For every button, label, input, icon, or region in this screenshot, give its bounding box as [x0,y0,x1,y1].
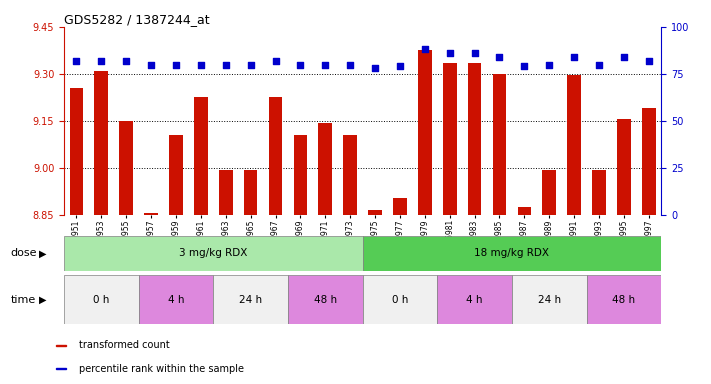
Point [543,61,555,68]
Point [95,58,107,64]
Bar [213,275,288,324]
Bar [437,275,512,324]
Bar [119,121,133,215]
Bar [587,275,661,324]
Point [593,61,604,68]
Point [394,63,405,70]
Point [319,61,331,68]
Bar [642,108,656,215]
Text: time: time [11,295,36,305]
Bar [468,63,481,215]
Text: 48 h: 48 h [314,295,337,305]
Text: GDS5282 / 1387244_at: GDS5282 / 1387244_at [64,13,210,26]
Point [493,54,505,60]
Bar [144,214,158,215]
Text: 4 h: 4 h [466,295,483,305]
Point [618,54,630,60]
Text: 18 mg/kg RDX: 18 mg/kg RDX [474,248,550,258]
Point [518,63,530,70]
Bar [518,207,531,215]
Bar [363,236,661,271]
Text: 24 h: 24 h [538,295,561,305]
Bar [294,135,307,215]
Bar [512,275,587,324]
Bar [493,74,506,215]
Point [370,65,381,71]
Bar [592,170,606,215]
Point [145,61,156,68]
Bar [139,275,213,324]
Point [120,58,132,64]
Point [469,50,481,56]
Bar [418,50,432,215]
Point [170,61,181,68]
Bar [443,63,456,215]
Bar [194,98,208,215]
Point [294,61,306,68]
Bar [169,135,183,215]
Point [220,61,232,68]
Bar [244,170,257,215]
Text: 24 h: 24 h [239,295,262,305]
Point [70,58,82,64]
Bar [288,275,363,324]
Bar [343,135,357,215]
Text: 3 mg/kg RDX: 3 mg/kg RDX [179,248,247,258]
Text: dose: dose [11,248,37,258]
Bar [368,210,382,215]
Text: ▶: ▶ [39,248,47,258]
Bar [95,71,108,215]
Text: 0 h: 0 h [392,295,408,305]
Text: percentile rank within the sample: percentile rank within the sample [79,364,244,374]
Point [419,46,431,53]
Text: transformed count: transformed count [79,340,170,350]
Point [195,61,206,68]
Text: 48 h: 48 h [612,295,636,305]
Bar [567,76,581,215]
Bar [363,275,437,324]
Point [245,61,256,68]
Text: 4 h: 4 h [168,295,184,305]
Bar [56,345,66,346]
Bar [542,170,556,215]
Point [643,58,654,64]
Bar [393,198,407,215]
Bar [319,122,332,215]
Text: 0 h: 0 h [93,295,109,305]
Bar [219,170,232,215]
Bar [70,88,83,215]
Bar [617,119,631,215]
Point [344,61,356,68]
Bar [64,236,363,271]
Point [270,58,282,64]
Text: ▶: ▶ [39,295,47,305]
Bar [64,275,139,324]
Point [568,54,579,60]
Point [444,50,455,56]
Bar [269,98,282,215]
